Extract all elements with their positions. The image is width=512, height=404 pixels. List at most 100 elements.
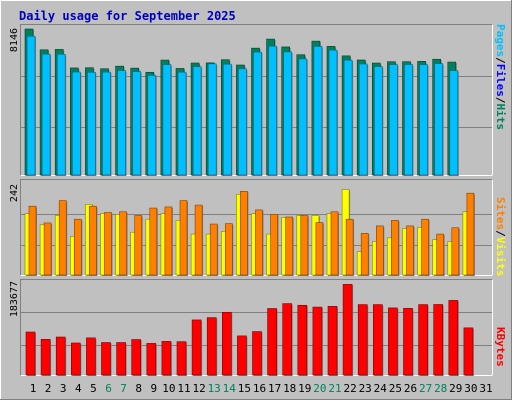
pages-bar xyxy=(328,49,338,176)
ymax-label-kbytes: 183677 xyxy=(9,281,20,317)
legend-part: Pages xyxy=(494,24,507,57)
kbytes-bar xyxy=(191,319,202,376)
sites-bar xyxy=(28,205,37,276)
legend-part: KBytes xyxy=(494,327,507,367)
pages-bar xyxy=(26,35,36,176)
pages-bar xyxy=(117,70,126,176)
ymax-label-sites: 242 xyxy=(9,184,20,202)
x-tick-label: 7 xyxy=(120,382,127,395)
x-tick-label: 8 xyxy=(135,382,142,395)
x-tick-label: 23 xyxy=(359,382,372,395)
pages-bar xyxy=(268,45,277,176)
legend-part: / xyxy=(494,230,507,237)
legend-part: Hits xyxy=(494,104,507,131)
sites-bar xyxy=(104,212,112,276)
pages-bar xyxy=(358,63,368,176)
sites-bar xyxy=(330,211,339,276)
x-tick-label: 3 xyxy=(60,382,67,395)
x-tick-label: 10 xyxy=(162,382,175,395)
pages-bar xyxy=(434,63,444,176)
kbytes-bar xyxy=(433,304,444,376)
kbytes-bar xyxy=(403,308,413,376)
sites-bar xyxy=(300,215,309,276)
kbytes-bar xyxy=(282,303,293,376)
kbytes-bar xyxy=(388,307,398,376)
sites-bar xyxy=(134,215,142,276)
x-tick-label: 30 xyxy=(464,382,477,395)
x-tick-label: 22 xyxy=(343,382,356,395)
kbytes-bar xyxy=(297,304,308,376)
bars xyxy=(24,28,475,376)
pages-bar xyxy=(343,59,353,176)
x-tick-label: 19 xyxy=(298,382,311,395)
sites-bar xyxy=(164,206,173,276)
kbytes-bar xyxy=(448,300,459,376)
kbytes-bar xyxy=(237,335,247,376)
pages-bar xyxy=(283,51,293,176)
legend-sites-visits: Sites/Visits xyxy=(494,197,507,277)
x-tick-label: 24 xyxy=(374,382,388,395)
kbytes-bar xyxy=(40,339,51,376)
pages-bar xyxy=(373,66,383,176)
sites-bar xyxy=(58,200,67,276)
sites-bar xyxy=(375,225,384,276)
x-tick-label: 16 xyxy=(253,382,266,395)
pages-bar xyxy=(419,64,428,176)
pages-bar xyxy=(132,71,141,176)
x-tick-label: 1 xyxy=(30,382,37,395)
sites-bar xyxy=(421,218,429,276)
x-tick-label: 31 xyxy=(479,382,492,395)
kbytes-bar xyxy=(342,284,353,376)
legend-part: Files xyxy=(494,64,507,97)
pages-bar xyxy=(223,63,232,176)
x-tick-label: 27 xyxy=(419,382,432,395)
pages-bar xyxy=(72,71,81,176)
kbytes-bar xyxy=(71,342,81,376)
pages-bar xyxy=(87,72,96,176)
pages-bar xyxy=(238,68,247,176)
sites-bar xyxy=(149,207,158,276)
sites-bar xyxy=(406,225,414,276)
x-tick-label: 4 xyxy=(75,382,82,395)
kbytes-bar xyxy=(116,342,126,376)
kbytes-bar xyxy=(463,327,474,376)
sites-bar xyxy=(285,216,294,276)
pages-bar xyxy=(207,63,217,176)
sites-bar xyxy=(270,214,278,276)
pages-bar xyxy=(298,58,308,176)
kbytes-bar xyxy=(86,337,96,376)
kbytes-bar xyxy=(131,339,141,376)
sites-bar xyxy=(436,233,445,276)
kbytes-bar xyxy=(357,304,368,376)
x-tick-label: 6 xyxy=(105,382,112,395)
sites-bar xyxy=(255,209,263,276)
x-tick-label: 20 xyxy=(313,382,326,395)
kbytes-bar xyxy=(312,306,323,376)
sites-bar xyxy=(315,222,324,276)
x-axis-labels: 1 2 3 4 5 6 7 8 9 10 11 12 13 14 15 16 17 18 19 20 21 22 23 24 2… xyxy=(30,382,493,395)
pages-bar xyxy=(404,64,413,176)
pages-bar xyxy=(56,54,66,176)
sites-bar xyxy=(194,204,203,276)
legend-kbytes: KBytes xyxy=(494,327,507,367)
pages-bar xyxy=(147,75,157,176)
ymax-label-hits: 8146 xyxy=(9,28,20,52)
kbytes-bar xyxy=(267,308,277,376)
sites-bar xyxy=(360,233,369,276)
x-tick-label: 11 xyxy=(177,382,190,395)
x-tick-label: 15 xyxy=(238,382,251,395)
sites-bar xyxy=(466,192,475,276)
x-tick-label: 18 xyxy=(283,382,296,395)
kbytes-bar xyxy=(372,304,383,376)
sites-bar xyxy=(74,218,82,276)
kbytes-bar xyxy=(161,341,172,376)
sites-bar xyxy=(119,211,127,276)
pages-bar xyxy=(313,46,323,176)
sites-bar xyxy=(391,220,399,276)
kbytes-bar xyxy=(418,304,428,376)
sites-bar xyxy=(89,205,97,276)
sites-bar xyxy=(209,223,218,276)
kbytes-bar xyxy=(146,343,157,376)
